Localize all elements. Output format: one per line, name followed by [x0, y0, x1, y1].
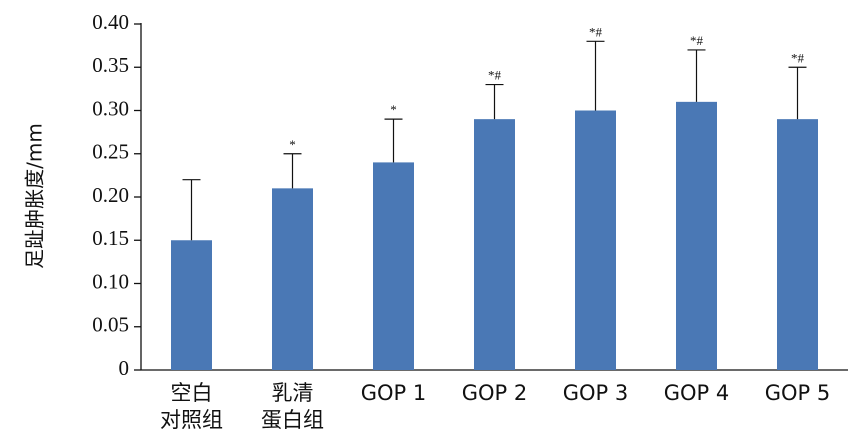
y-tick-label: 0.10 [92, 269, 129, 293]
category-label: 蛋白组 [261, 408, 324, 432]
significance-mark: *# [791, 50, 805, 65]
y-axis-label: 足趾肿胀度/mm [23, 123, 47, 269]
category-label: GOP 2 [462, 381, 528, 405]
y-tick-label: 0.15 [92, 226, 129, 250]
significance-mark: *# [589, 24, 603, 39]
bar [676, 101, 717, 370]
significance-mark: *# [690, 33, 704, 48]
bars [171, 101, 818, 371]
bar [272, 188, 313, 370]
category-label: GOP 5 [765, 381, 831, 405]
significance-mark: * [390, 102, 397, 117]
bar [575, 110, 616, 370]
error-bars [182, 40, 807, 241]
significance-marks: * * *# *# *# *# [289, 24, 804, 151]
y-tick-label: 0.05 [92, 313, 129, 337]
y-tick-label: 0.35 [92, 53, 129, 77]
category-label: GOP 4 [664, 381, 730, 405]
category-label: 空白 [171, 381, 213, 405]
category-label: GOP 1 [361, 381, 427, 405]
y-tick-label: 0.25 [92, 140, 129, 164]
significance-mark: * [289, 137, 296, 152]
category-label: 对照组 [160, 408, 223, 432]
y-tick-label: 0.40 [92, 10, 129, 34]
bar [373, 162, 414, 370]
significance-mark: *# [488, 68, 502, 83]
y-tick-label: 0.30 [92, 96, 129, 120]
bar [474, 119, 515, 371]
bar [777, 119, 818, 371]
y-axis: 0 0.05 0.10 0.15 0.20 0.25 0.30 0.35 0.40 [92, 10, 142, 380]
y-tick-label: 0.20 [92, 183, 129, 207]
category-label: GOP 3 [563, 381, 629, 405]
y-tick-label: 0 [119, 356, 130, 380]
bar [171, 240, 212, 370]
category-label: 乳清 [272, 381, 314, 405]
